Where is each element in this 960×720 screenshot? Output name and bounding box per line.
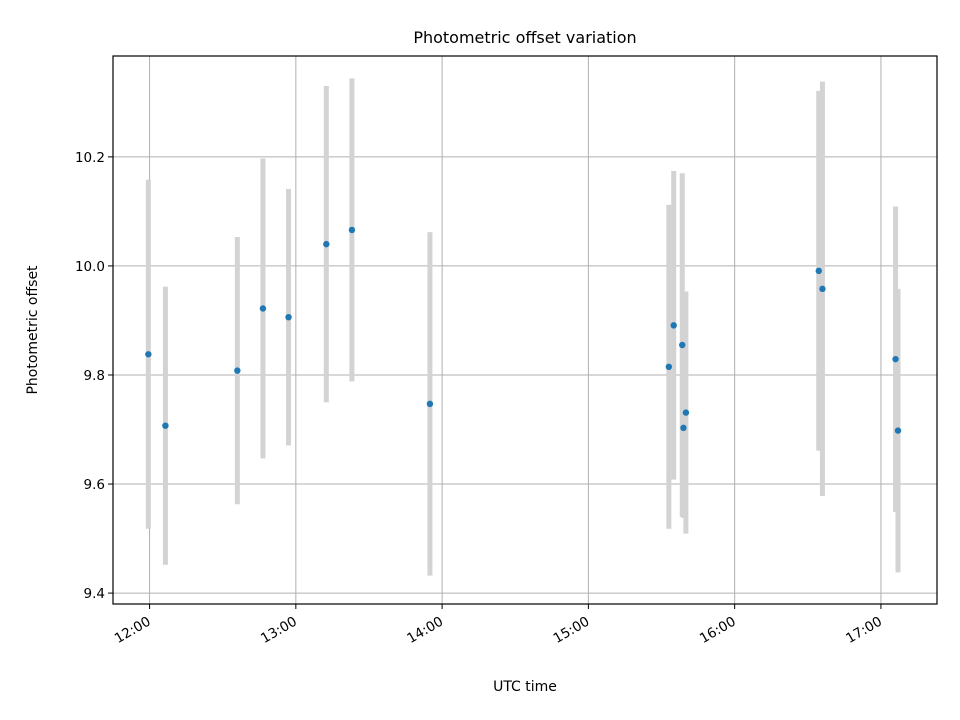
y-axis-label: Photometric offset <box>25 265 41 395</box>
data-point <box>162 422 169 429</box>
data-point <box>682 409 690 416</box>
data-point <box>892 355 899 363</box>
data-point <box>426 400 434 408</box>
y-tick-label: 10.0 <box>75 259 105 275</box>
data-markers <box>145 226 902 434</box>
data-point <box>285 313 292 321</box>
data-point <box>234 367 241 374</box>
data-point <box>815 267 822 275</box>
chart-title: Photometric offset variation <box>413 28 636 47</box>
y-tick-label: 9.8 <box>84 368 105 384</box>
grid <box>113 56 937 604</box>
y-tick-label: 10.2 <box>75 150 105 166</box>
data-point <box>323 240 330 248</box>
plot-frame <box>112 55 938 605</box>
data-point <box>680 424 687 432</box>
y-axis: 9.4 9.6 9.8 10.0 10.2 <box>75 150 113 602</box>
y-tick-label: 9.6 <box>84 477 105 493</box>
data-point <box>259 305 267 312</box>
data-point <box>145 351 152 358</box>
data-point <box>348 226 356 234</box>
data-point <box>665 363 673 371</box>
data-point <box>819 285 826 293</box>
data-point <box>670 322 677 329</box>
y-tick-label: 9.4 <box>84 586 105 602</box>
data-point <box>894 427 902 434</box>
x-axis-label: UTC time <box>493 679 557 695</box>
data-point <box>679 341 686 349</box>
